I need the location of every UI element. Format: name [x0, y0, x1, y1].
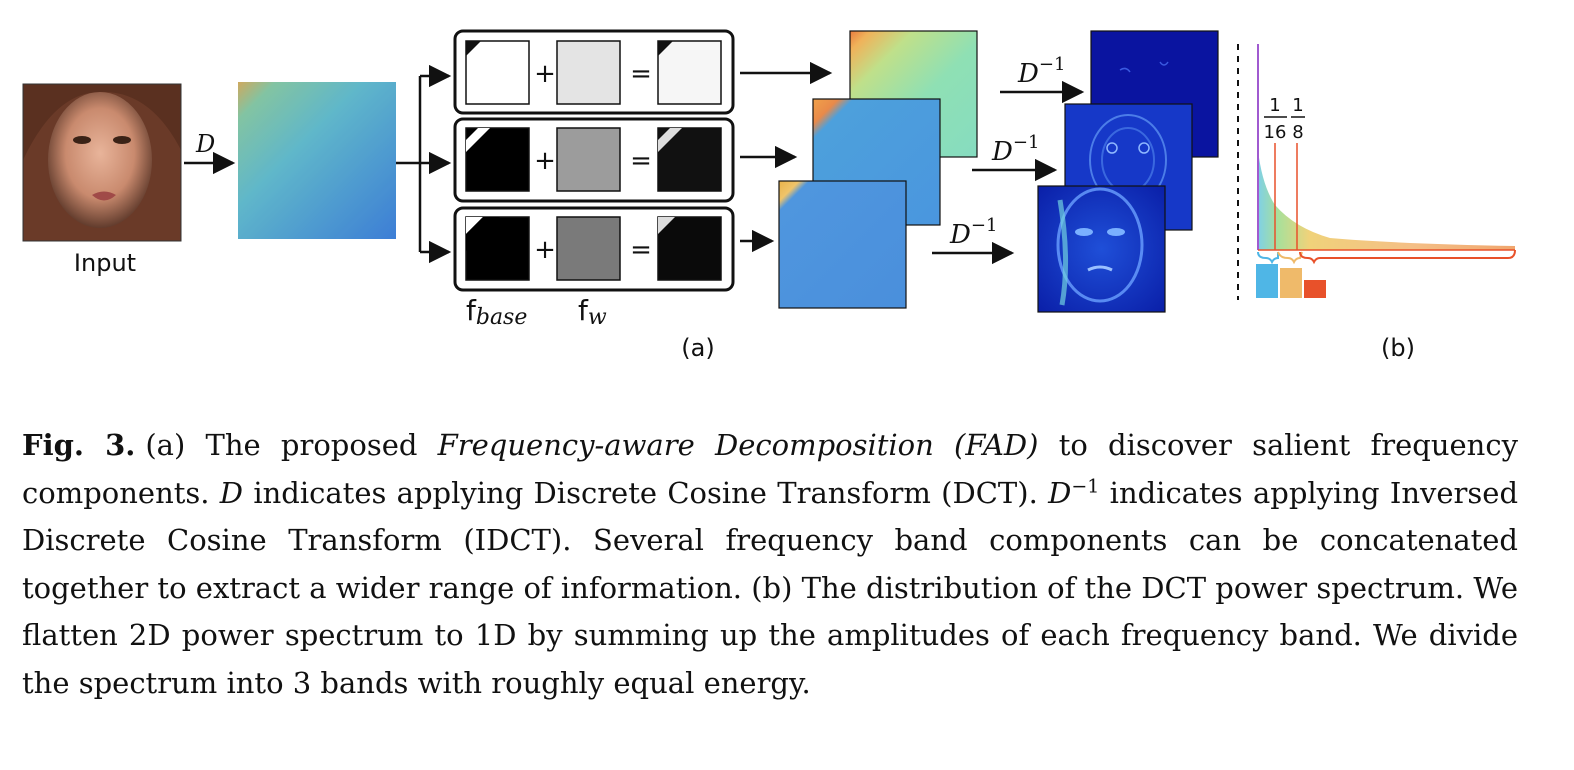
equals-symbol: =	[630, 235, 652, 265]
band-spectrum-low	[778, 180, 907, 309]
equals-symbol: =	[630, 146, 652, 176]
caption-text-3: indicates applying Discrete Cosine Trans…	[243, 475, 1049, 510]
filter-row-low	[453, 206, 735, 292]
idct-output-low	[1037, 185, 1166, 313]
caption-text-2: to discover salient frequency components…	[22, 428, 1518, 510]
fraction-one-eighth: 1 8	[1291, 95, 1305, 143]
fad-figure: Input D + =	[22, 29, 1516, 362]
power-spectrum-plot	[1256, 44, 1516, 298]
filter-row-mid	[453, 117, 735, 203]
panel-a-label: (a)	[681, 334, 714, 362]
filter-row-high	[453, 29, 735, 115]
plus-symbol: +	[534, 59, 556, 89]
plus-symbol: +	[534, 235, 556, 265]
caption-d-inverse-symbol: D	[1048, 475, 1072, 510]
svg-text:8: 8	[1292, 122, 1303, 143]
input-label: Input	[74, 249, 136, 277]
band-bar-mid	[1280, 268, 1302, 298]
f-w-label: fw	[578, 294, 607, 330]
caption-d-symbol: D	[219, 475, 244, 510]
plus-symbol: +	[534, 146, 556, 176]
svg-text:1: 1	[1292, 95, 1303, 116]
caption-text-1: (a) The proposed	[145, 428, 438, 462]
caption-text-4: indicates applying Inversed Discrete Cos…	[22, 475, 1519, 700]
equals-symbol: =	[630, 59, 652, 89]
dct-symbol: D	[195, 130, 215, 158]
f-base-label: fbase	[466, 294, 527, 330]
svg-text:1: 1	[1269, 95, 1280, 116]
dct-spectrum-image	[238, 82, 396, 239]
fraction-one-sixteenth: 1 16	[1264, 95, 1287, 143]
svg-text:16: 16	[1264, 122, 1287, 143]
idct-symbol-low: D−1	[949, 215, 997, 250]
input-face-image	[22, 83, 182, 242]
figure-number: Fig. 3.	[22, 428, 136, 462]
panel-b-label: (b)	[1381, 334, 1415, 362]
split-arrows	[396, 64, 452, 264]
idct-symbol-mid: D−1	[991, 132, 1039, 167]
caption-inverse-exponent: −1	[1071, 474, 1100, 497]
band-bar-low	[1256, 264, 1278, 298]
idct-symbol-high: D−1	[1017, 54, 1065, 89]
caption-fad-term: Frequency-aware Decomposition (FAD)	[437, 428, 1039, 462]
figure-caption: Fig. 3. (a) The proposed Frequency-aware …	[22, 422, 1518, 708]
band-bar-high	[1304, 280, 1326, 298]
